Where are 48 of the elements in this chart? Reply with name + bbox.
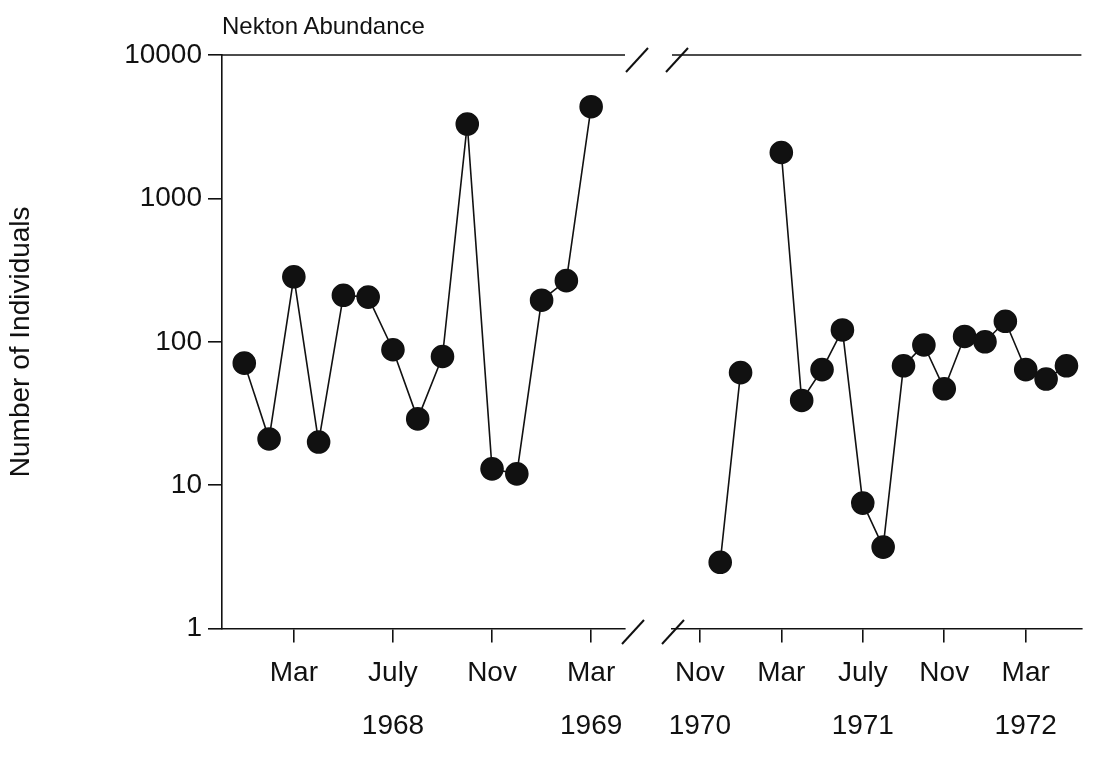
x-tick-label: Mar [757,655,806,687]
point [993,309,1018,334]
x-tick-label: Mar 1969 [559,655,623,741]
point [505,462,529,486]
point [952,324,977,349]
point [480,457,504,481]
point [331,283,356,308]
point [850,491,875,515]
point [455,112,480,136]
point [973,330,997,354]
point [769,140,794,165]
point [810,357,834,382]
y-axis-title: Number of Individuals [3,206,35,478]
point [306,430,331,454]
point [891,354,916,378]
chart-title: Nekton Abundance [222,12,425,40]
point [356,285,380,309]
point [932,377,957,401]
point [405,407,430,431]
point [1054,354,1079,378]
y-tick-label: 1 [186,611,202,643]
point [708,550,733,575]
point [1013,357,1038,382]
x-tick-label: Mar 1972 [994,655,1057,741]
y-tick-label: 100 [155,324,202,356]
point [871,535,895,559]
x-tick-label: July 1968 [361,655,425,741]
point [554,268,579,293]
point [579,94,603,119]
y-tick-label: 10000 [124,37,202,69]
x-tick-label: Mar [269,655,318,687]
point [912,333,936,357]
y-tick-label: 10 [170,467,202,499]
point [789,388,814,413]
point [830,318,855,342]
x-tick-label: Nov [919,655,970,687]
point [430,344,455,369]
x-tick-label: Nov [467,655,517,687]
point [381,337,405,362]
x-tick-label: Nov 1970 [668,655,731,741]
x-tick-label: July 1971 [831,655,894,741]
point [529,288,554,313]
point [728,360,753,385]
y-tick-label: 1000 [139,181,202,213]
point [257,427,281,451]
point [1034,367,1058,391]
point [232,351,257,375]
point [282,264,306,289]
